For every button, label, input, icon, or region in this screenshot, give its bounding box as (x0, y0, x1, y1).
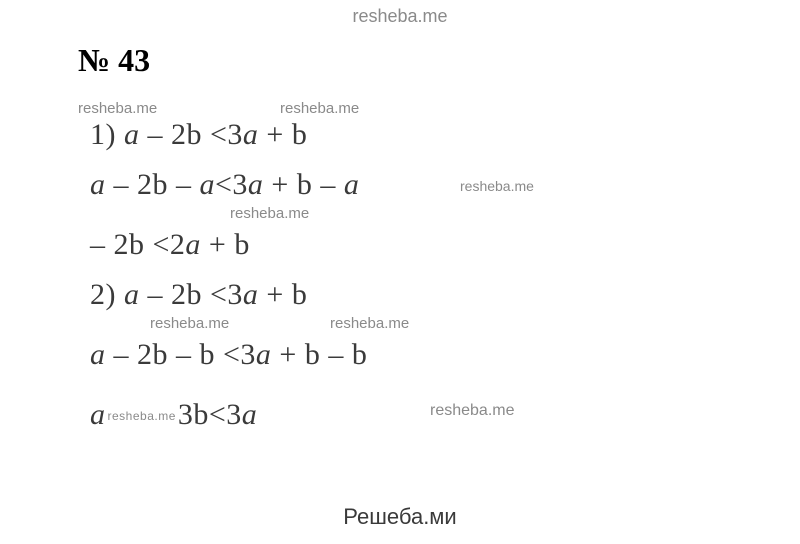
math-text: a – 2b – b <3a + b – b (90, 338, 367, 371)
watermark-icon: resheba.me (460, 178, 534, 194)
watermark-icon: resheba.me (78, 100, 157, 117)
math-line-1: 1) a – 2b <3a + b (90, 118, 307, 152)
watermark-icon: resheba.me (330, 315, 409, 332)
math-text: 2) a – 2b <3a + b (90, 278, 307, 311)
math-text: a – 2b – a<3a + b – a (90, 168, 359, 201)
math-line-4: 2) a – 2b <3a + b (90, 278, 307, 312)
problem-number: № 43 (78, 42, 150, 79)
watermark-icon: resheba.me (230, 205, 309, 222)
math-text: – 2b <2a + b (90, 228, 250, 261)
watermark-icon: resheba.me (150, 315, 229, 332)
math-line-6: aresheba.me3b<3a (90, 398, 257, 432)
math-line-2: a – 2b – a<3a + b – a (90, 168, 359, 202)
math-text: a (90, 398, 106, 431)
watermark-icon: resheba.me (108, 409, 176, 423)
footer-text: Решеба.ми (0, 504, 800, 530)
watermark-top: resheba.me (0, 6, 800, 27)
watermark-icon: resheba.me (280, 100, 359, 117)
math-line-5: a – 2b – b <3a + b – b (90, 338, 367, 372)
math-line-3: – 2b <2a + b (90, 228, 250, 262)
watermark-icon: resheba.me (430, 402, 515, 420)
math-text: 1) a – 2b <3a + b (90, 118, 307, 151)
math-text: 3b<3a (178, 398, 257, 431)
